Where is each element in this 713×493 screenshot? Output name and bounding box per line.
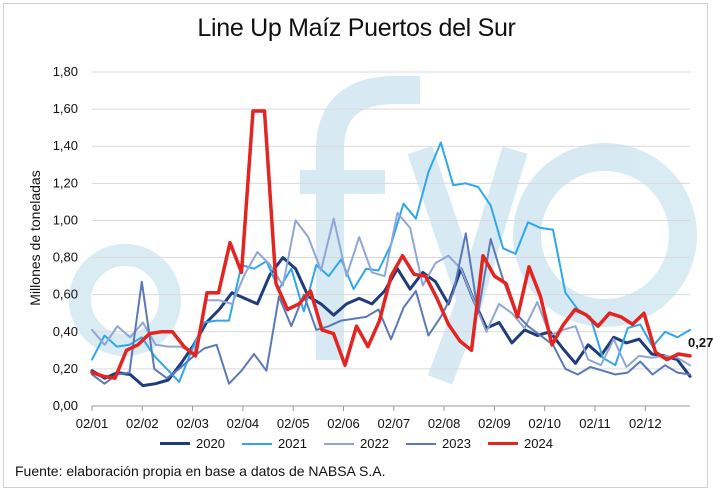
legend-item-2020: 2020 [160, 436, 225, 451]
series-line-2023 [91, 232, 691, 385]
x-tick-label: 02/12 [629, 416, 662, 431]
legend-swatch [160, 442, 190, 445]
y-tick-label: 0,40 [53, 324, 78, 339]
legend-label: 2022 [360, 436, 389, 451]
y-tick-label: 0,00 [53, 398, 78, 413]
y-tick-label: 0,20 [53, 361, 78, 376]
legend-swatch [324, 442, 354, 445]
legend-item-2022: 2022 [324, 436, 389, 451]
legend-item-2024: 2024 [488, 436, 553, 451]
legend-swatch [242, 442, 272, 445]
x-tick-label: 02/08 [428, 416, 461, 431]
y-tick-label: 1,80 [53, 64, 78, 79]
legend: 2020 2021 2022 2023 2024 [0, 436, 713, 458]
y-tick-label: 0,80 [53, 250, 78, 265]
legend-item-2021: 2021 [242, 436, 307, 451]
legend-label: 2021 [278, 436, 307, 451]
x-tick-label: 02/11 [579, 416, 611, 431]
legend-label: 2024 [524, 436, 553, 451]
x-axis-ticks: 02/01 02/02 02/03 02/04 02/05 02/06 02/07 02/08… [76, 406, 662, 431]
chart-frame [3, 3, 708, 488]
end-value-annotation: 0,27 [688, 335, 713, 350]
watermark-logo [69, 76, 697, 385]
legend-label: 2023 [442, 436, 471, 451]
y-tick-label: 0,60 [53, 287, 78, 302]
series-line-2024 [90, 109, 692, 380]
source-note: Fuente: elaboración propia en base a dat… [15, 463, 386, 479]
legend-item-2023: 2023 [406, 436, 471, 451]
chart-title: Line Up Maíz Puertos del Sur [197, 14, 516, 42]
y-tick-label: 1,20 [53, 175, 78, 190]
x-tick-label: 02/02 [126, 416, 159, 431]
x-tick-label: 02/03 [176, 416, 209, 431]
x-tick-label: 02/06 [327, 416, 360, 431]
y-tick-label: 1,60 [53, 101, 78, 116]
legend-swatch [488, 442, 518, 445]
series-lines [90, 109, 692, 388]
x-tick-label: 02/10 [528, 416, 561, 431]
y-tick-label: 1,40 [53, 138, 78, 153]
x-tick-label: 02/05 [277, 416, 310, 431]
x-tick-label: 02/04 [227, 416, 260, 431]
x-tick-label: 02/07 [378, 416, 411, 431]
x-tick-label: 02/01 [76, 416, 109, 431]
legend-label: 2020 [196, 436, 225, 451]
x-tick-label: 02/09 [478, 416, 511, 431]
y-tick-label: 1,00 [53, 212, 78, 227]
grid [92, 71, 690, 407]
y-axis-ticks: 0,00 0,20 0,40 0,60 0,80 1,00 1,20 1,40 1,60 1,80 [53, 64, 78, 413]
legend-swatch [406, 442, 436, 445]
